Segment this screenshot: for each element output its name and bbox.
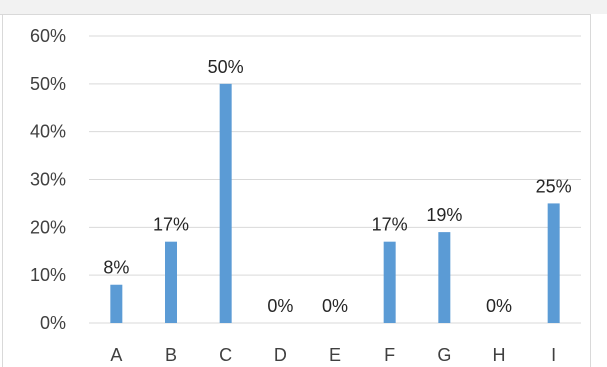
x-tick-label: D: [274, 345, 287, 365]
frame-top-border: [0, 14, 590, 15]
x-tick-label: F: [384, 345, 395, 365]
y-tick-label: 20%: [30, 217, 66, 237]
x-tick-label: C: [219, 345, 232, 365]
bar: [383, 241, 396, 323]
data-label: 25%: [536, 176, 572, 196]
x-tick-label: B: [165, 345, 177, 365]
x-tick-label: H: [493, 345, 506, 365]
bar: [547, 203, 560, 323]
y-tick-label: 30%: [30, 170, 66, 190]
y-tick-label: 40%: [30, 122, 66, 142]
bar: [110, 284, 123, 323]
bar: [438, 232, 451, 323]
data-label: 0%: [322, 296, 348, 316]
x-tick-label: I: [551, 345, 556, 365]
data-label: 8%: [103, 258, 129, 278]
data-label: 0%: [267, 296, 293, 316]
y-tick-label: 10%: [30, 265, 66, 285]
y-tick-label: 50%: [30, 74, 66, 94]
bar: [219, 83, 232, 323]
y-tick-label: 60%: [30, 26, 66, 46]
data-label: 0%: [486, 296, 512, 316]
frame-top-band: [0, 0, 607, 14]
x-tick-label: G: [437, 345, 451, 365]
x-tick-label: A: [110, 345, 122, 365]
frame-left-border: [2, 14, 3, 367]
data-label: 19%: [426, 205, 462, 225]
frame-right-border: [590, 14, 591, 367]
data-label: 17%: [153, 215, 189, 235]
data-label: 50%: [208, 57, 244, 77]
y-tick-label: 0%: [40, 313, 66, 333]
data-label: 17%: [372, 215, 408, 235]
x-tick-label: E: [329, 345, 341, 365]
bar: [165, 241, 177, 323]
